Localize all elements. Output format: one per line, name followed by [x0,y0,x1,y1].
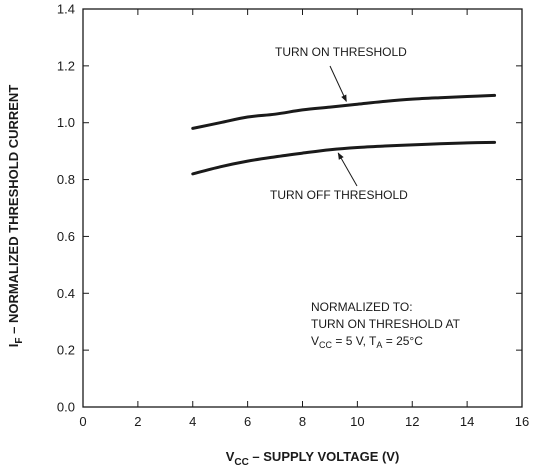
turn-on-threshold-label: TURN ON THRESHOLD [275,45,407,59]
turn-off-threshold-line [191,140,497,176]
x-axis-title-rest: – SUPPLY VOLTAGE (V) [249,449,400,464]
note-end: = 25°C [382,334,423,348]
note-vcc-sub: CC [319,340,332,350]
axis-tick-labels: 0 2 4 6 8 10 12 14 16 0.0 0.2 0.4 0.6 0.8 1.0 1.2 1.4 [57,2,529,430]
y-axis-title: IF – NORMALIZED THRESHOLD CURRENT [6,85,25,348]
x-tick-label: 14 [460,414,474,429]
turn-on-leader-arrow [329,65,347,103]
axis-ticks [82,8,523,408]
note-line-1: NORMALIZED TO: [311,300,413,314]
turn-off-threshold-label: TURN OFF THRESHOLD [270,188,408,202]
x-tick-label: 2 [134,414,141,429]
normalization-note: NORMALIZED TO: TURN ON THRESHOLD AT VCC … [311,300,461,350]
x-tick-label: 8 [299,414,306,429]
y-axis-title-rest: – NORMALIZED THRESHOLD CURRENT [6,85,21,338]
y-axis-title-main: I [6,344,21,348]
x-axis-title-main: V [226,449,235,464]
y-tick-label: 0.6 [57,229,75,244]
note-mid: = 5 V, T [332,334,377,348]
x-tick-label: 6 [244,414,251,429]
y-tick-label: 1.4 [57,2,75,17]
y-tick-label: 0.0 [57,400,75,415]
note-vcc: V [311,334,319,348]
x-tick-label: 4 [189,414,196,429]
y-tick-label: 0.2 [57,343,75,358]
turn-on-threshold-line [191,93,497,130]
y-tick-label: 1.2 [57,58,75,73]
y-axis-title-sub: F [14,338,25,344]
note-line-3: VCC = 5 V, TA = 25°C [311,334,423,350]
y-tick-label: 1.0 [57,115,75,130]
x-tick-label: 0 [79,414,86,429]
note-line-2: TURN ON THRESHOLD AT [311,317,461,331]
x-tick-label: 16 [515,414,529,429]
plot-frame [82,8,523,408]
annotations: TURN ON THRESHOLD TURN OFF THRESHOLD [270,45,408,202]
x-tick-label: 12 [405,414,419,429]
x-axis-title-sub: CC [234,457,248,468]
y-tick-label: 0.8 [57,172,75,187]
note-ta-sub: A [376,340,382,350]
x-tick-label: 10 [350,414,364,429]
y-tick-label: 0.4 [57,286,75,301]
series-lines [191,93,497,176]
x-axis-title: VCC – SUPPLY VOLTAGE (V) [226,449,400,468]
turn-off-leader-arrow [337,152,358,187]
